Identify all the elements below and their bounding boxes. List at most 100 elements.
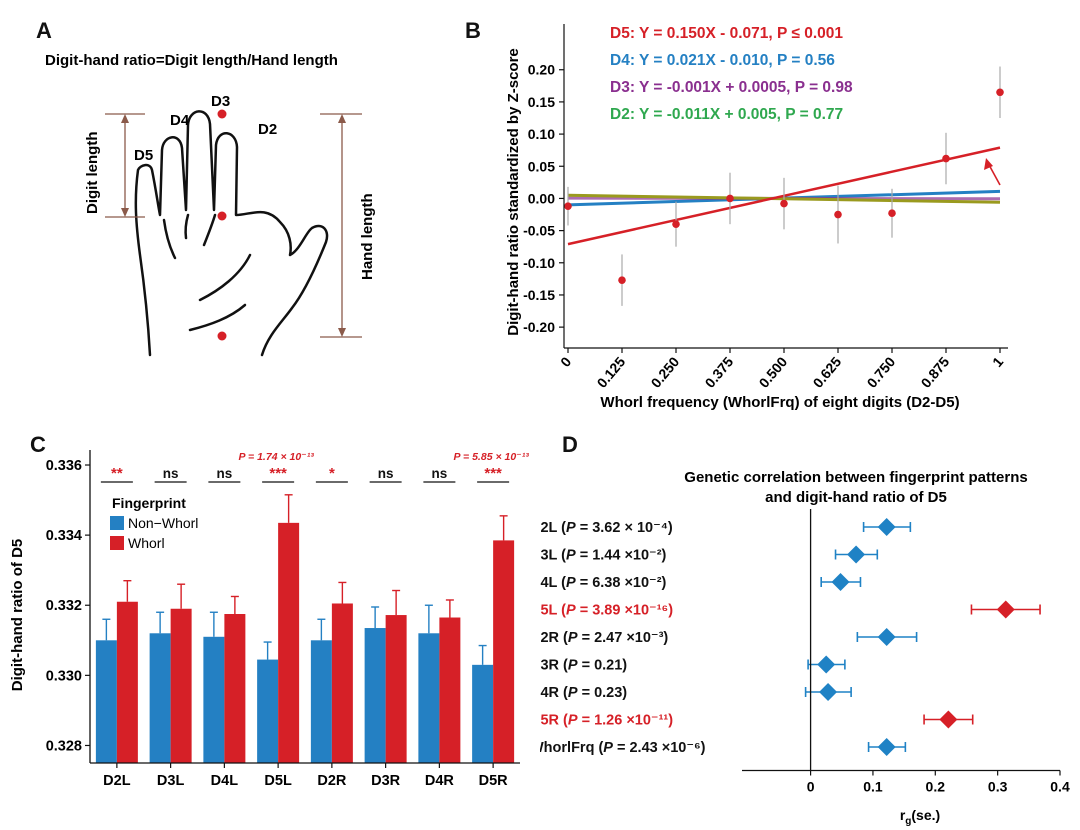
bar xyxy=(472,664,494,763)
data-point xyxy=(780,199,788,208)
chart-d-title-line2: and digit-hand ratio of D5 xyxy=(765,489,947,506)
data-point xyxy=(726,194,734,203)
row-label-name: D2L ( xyxy=(540,520,566,536)
row-label-name: D3R ( xyxy=(540,658,568,674)
row-label-p: P xyxy=(566,520,576,536)
bar xyxy=(170,608,192,763)
row-label: D4R (P = 0.23) xyxy=(540,685,627,701)
y-tick-label: 0.05 xyxy=(528,158,555,174)
x-tick-label: 0.375 xyxy=(702,353,737,390)
row-label-value: = 2.47 ×10⁻³) xyxy=(578,630,669,646)
x-tick-label: 0.2 xyxy=(926,779,946,795)
row-label-name: D4L ( xyxy=(540,575,566,591)
estimate-diamond xyxy=(877,738,896,756)
data-point xyxy=(834,210,842,219)
x-tick-label: D5R xyxy=(479,773,509,789)
x-tick-label: 0.3 xyxy=(988,779,1008,795)
data-point xyxy=(618,276,626,284)
bar xyxy=(278,522,300,763)
y-tick-label: 0.15 xyxy=(528,94,555,110)
estimate-diamond xyxy=(877,518,896,536)
chart-c-legend: Fingerprint Non−Whorl Whorl xyxy=(110,495,198,551)
x-tick-label: D3R xyxy=(371,773,401,789)
chart-b-ylabel: Digit-hand ratio standardized by Z-score xyxy=(505,48,522,336)
y-tick-label: 0.10 xyxy=(528,126,555,142)
legend-entry: D5: Y = 0.150X - 0.071, P ≤ 0.001 xyxy=(610,25,843,42)
p-value-annotation: P = 1.74 × 10⁻¹³ xyxy=(239,451,315,463)
x-tick-label: 0.750 xyxy=(864,353,899,390)
row-label-value: = 1.44 ×10⁻²) xyxy=(576,548,667,564)
panel-label-a: A xyxy=(36,18,52,43)
row-label-value: = 6.38 ×10⁻²) xyxy=(576,575,667,591)
x-tick-label: 1 xyxy=(989,353,1006,369)
chart-b-xlabel: Whorl frequency (WhorlFrq) of eight digi… xyxy=(600,394,959,411)
y-tick-label: 0.00 xyxy=(528,190,555,206)
legend-entry: D2: Y = -0.011X + 0.005, P = 0.77 xyxy=(610,106,843,123)
row-label-p: P xyxy=(566,575,576,591)
row-label-value: = 3.62 × 10⁻⁴) xyxy=(576,520,673,536)
chart-d-xlabel: rg(se.) xyxy=(900,807,940,827)
digit-length-bracket xyxy=(105,113,145,218)
panel-label-d: D xyxy=(562,432,578,457)
chart-b: 0.20 0.15 0.10 0.05 0.00 -0.05 -0.10 -0.15 -0.20… xyxy=(505,24,1008,411)
y-tick-label: 0.332 xyxy=(46,598,82,614)
landmark-dot-d3-base xyxy=(217,211,227,221)
bar xyxy=(257,659,279,763)
panel-a-title: Digit-hand ratio=Digit length/Hand lengt… xyxy=(45,52,338,69)
row-label: D3L (P = 1.44 ×10⁻²) xyxy=(540,548,667,564)
bar xyxy=(149,633,171,763)
hand-length-label: Hand length xyxy=(359,193,376,280)
row-label-name: D5L ( xyxy=(540,603,566,619)
y-tick-label: -0.20 xyxy=(523,319,555,335)
bar xyxy=(116,601,138,763)
data-point xyxy=(672,220,680,228)
legend-label-whorl: Whorl xyxy=(128,535,165,551)
hand-diagram: Digit-hand ratio=Digit length/Hand lengt… xyxy=(45,52,376,357)
estimate-diamond xyxy=(847,545,866,564)
row-label-p: P xyxy=(568,685,578,701)
estimate-diamond xyxy=(819,683,838,701)
bar xyxy=(224,614,246,763)
x-tick-label: D4R xyxy=(425,773,455,789)
row-label-p: P xyxy=(568,713,578,729)
row-label: D5R (P = 1.26 ×10⁻¹¹) xyxy=(540,713,673,729)
estimate-diamond xyxy=(817,655,836,674)
digit-label-d5: D5 xyxy=(134,147,153,164)
row-label-name: D3L ( xyxy=(540,548,566,564)
bar xyxy=(310,640,332,763)
x-tick-label: 0.250 xyxy=(648,353,683,390)
x-tick-label: 0.1 xyxy=(863,779,883,795)
row-label-value: = 1.26 ×10⁻¹¹) xyxy=(578,713,674,729)
bar xyxy=(385,615,407,763)
x-tick-label: 0.500 xyxy=(756,353,791,390)
estimate-diamond xyxy=(996,600,1015,619)
row-label-name: D5R ( xyxy=(540,713,568,729)
x-tick-label: 0 xyxy=(557,353,574,369)
x-tick-label: 0.4 xyxy=(1050,779,1070,795)
panel-label-c: C xyxy=(30,432,46,457)
y-tick-label: 0.334 xyxy=(46,528,82,544)
chart-d-title-line1: Genetic correlation between fingerprint … xyxy=(684,469,1027,486)
significance-label: ns xyxy=(378,466,394,481)
data-point xyxy=(942,154,950,163)
data-point xyxy=(888,209,896,218)
row-label-value: = 2.43 ×10⁻⁶) xyxy=(613,740,706,756)
y-tick-label: 0.328 xyxy=(46,738,82,754)
row-label-p: P xyxy=(566,603,576,619)
row-label: D2R (P = 2.47 ×10⁻³) xyxy=(540,630,668,646)
chart-c-legend-title: Fingerprint xyxy=(112,495,186,511)
significance-label: * xyxy=(329,465,335,482)
x-tick-label: D2L xyxy=(103,773,131,789)
x-tick-label: D4L xyxy=(211,773,239,789)
chart-c: 0.336 0.334 0.332 0.330 0.328 D2L D3L D4L D5L D2R… xyxy=(9,450,529,789)
x-tick-label: D5L xyxy=(264,773,292,789)
row-label-p: P xyxy=(603,740,613,756)
legend-entry: D3: Y = -0.001X + 0.0005, P = 0.98 xyxy=(610,79,853,96)
bar xyxy=(439,617,461,763)
digit-length-label: Digit length xyxy=(84,132,101,215)
hand-length-bracket xyxy=(320,113,362,338)
chart-d: Genetic correlation between fingerprint … xyxy=(540,469,1070,827)
bar xyxy=(331,603,353,763)
y-tick-label: 0.20 xyxy=(528,62,555,78)
row-label: D4L (P = 6.38 ×10⁻²) xyxy=(540,575,667,591)
